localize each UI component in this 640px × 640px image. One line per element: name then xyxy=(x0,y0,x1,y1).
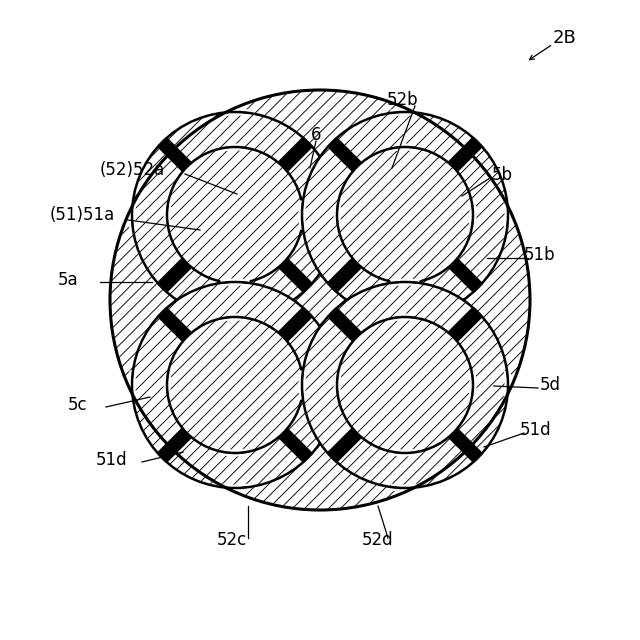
Text: 5d: 5d xyxy=(540,376,561,394)
Circle shape xyxy=(337,147,473,283)
Text: (52)52a: (52)52a xyxy=(99,161,164,179)
Text: 5a: 5a xyxy=(58,271,78,289)
Circle shape xyxy=(132,282,338,488)
Circle shape xyxy=(110,90,530,510)
Circle shape xyxy=(302,282,508,488)
Circle shape xyxy=(132,112,338,318)
Text: 5b: 5b xyxy=(492,166,513,184)
Circle shape xyxy=(337,317,473,453)
Text: 51b: 51b xyxy=(524,246,556,264)
Text: (51)51a: (51)51a xyxy=(49,206,115,224)
Text: 5c: 5c xyxy=(68,396,88,414)
Text: 52d: 52d xyxy=(362,531,394,549)
Text: 52b: 52b xyxy=(387,91,419,109)
Text: 6: 6 xyxy=(311,126,321,144)
Text: 2B: 2B xyxy=(553,29,577,47)
Text: 51d: 51d xyxy=(520,421,552,439)
Circle shape xyxy=(167,147,303,283)
Text: 52c: 52c xyxy=(217,531,247,549)
Circle shape xyxy=(167,317,303,453)
Circle shape xyxy=(302,112,508,318)
Text: 51d: 51d xyxy=(96,451,128,469)
